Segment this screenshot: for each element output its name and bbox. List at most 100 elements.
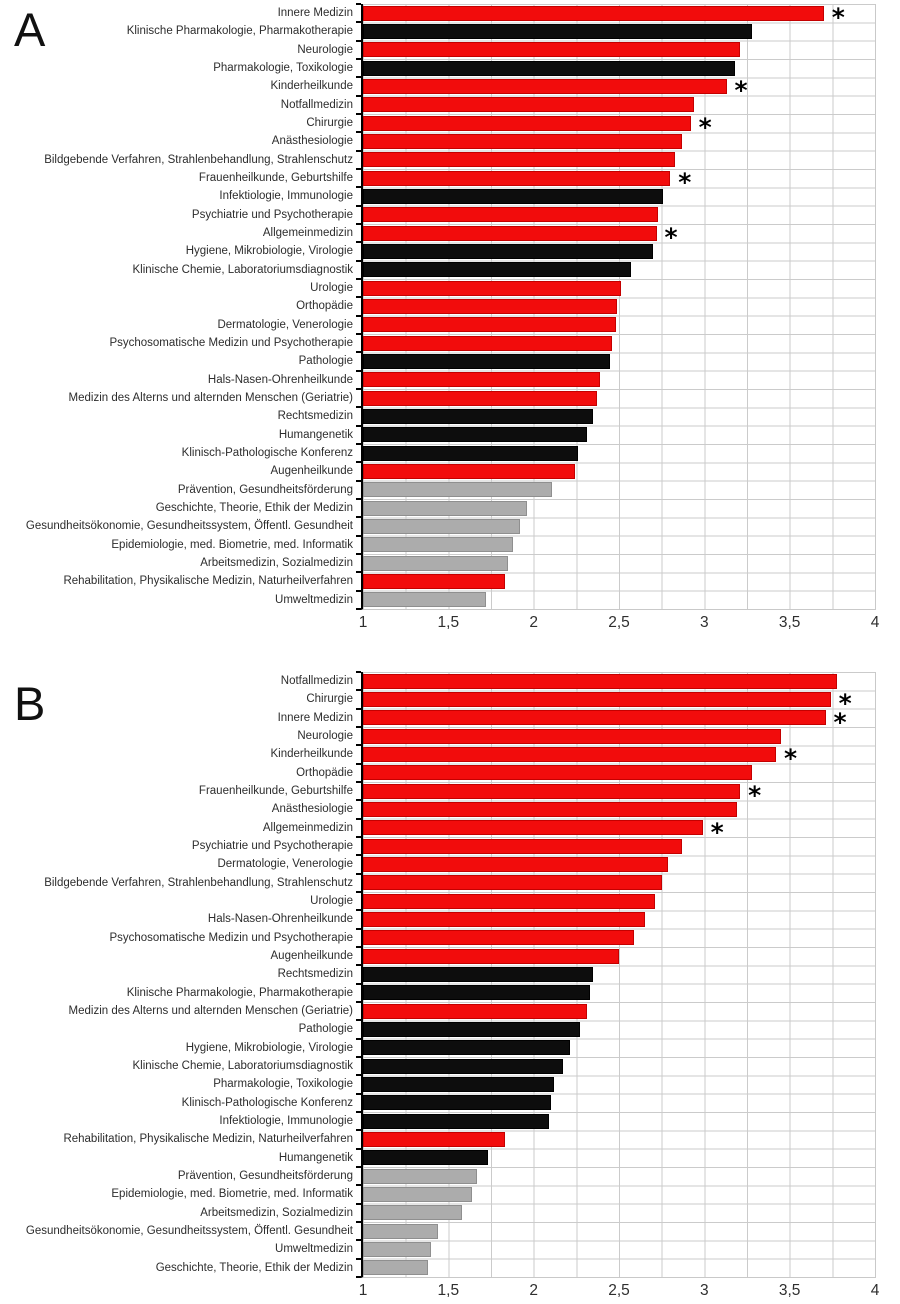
bar-red: [363, 1003, 587, 1019]
x-tick-label: 1,5: [437, 1281, 460, 1299]
bar-row: [356, 39, 875, 59]
category-label: Kinderheilkunde: [270, 80, 353, 93]
category-label: Notfallmedizin: [280, 675, 353, 687]
bar-row: [356, 670, 875, 690]
bar-row: [356, 799, 875, 818]
bar-red: [363, 783, 741, 799]
bar-row: [356, 131, 875, 150]
category-label: Rehabilitation, Physikalische Medizin, N…: [63, 575, 353, 588]
bar-black: [363, 1040, 570, 1056]
category-label: Allgemeinmedizin: [262, 821, 353, 834]
bar-row: [356, 1220, 875, 1240]
bar-black: [363, 1113, 550, 1129]
category-label: Pathologie: [298, 355, 353, 368]
bar-row: [356, 1092, 875, 1112]
category-label: Anästhesiologie: [271, 803, 353, 816]
bar-gray: [363, 1223, 439, 1239]
bar-red: [363, 280, 621, 296]
category-label: Hygiene, Mikrobiologie, Virologie: [185, 245, 353, 258]
category-label: Klinische Chemie, Laboratoriumsdiagnosti…: [132, 1059, 353, 1072]
bar-row: [356, 296, 875, 315]
bar-gray: [363, 537, 514, 553]
bar-black: [363, 262, 631, 278]
category-label: Klinisch-Pathologische Konferenz: [181, 1096, 353, 1109]
bar-row: *: [356, 689, 875, 716]
bar-row: [356, 241, 875, 260]
bar-black: [363, 60, 736, 76]
bar-gray: [363, 482, 553, 498]
bar-gray: [363, 518, 520, 534]
bar-row: *: [356, 707, 875, 735]
category-label: Infektiologie, Immunologie: [219, 190, 353, 203]
bar-black: [363, 1058, 563, 1074]
bar-row: [356, 1239, 875, 1258]
x-tick-label: 2: [529, 613, 538, 631]
category-label: Urologie: [310, 281, 353, 294]
bar-red: [363, 5, 824, 21]
category-label: Rehabilitation, Physikalische Medizin, N…: [63, 1133, 353, 1146]
bar-gray: [363, 592, 486, 608]
bar-black: [363, 966, 594, 982]
bar-black: [363, 445, 579, 461]
bar-chart-a: Innere Medizin Klinische Pharmakologie, P…: [0, 2, 900, 631]
bar-row: [356, 1202, 875, 1222]
category-label: Frauenheilkunde, Geburtshilfe: [198, 171, 353, 184]
category-label: Psychosomatische Medizin und Psychothera…: [109, 336, 353, 349]
bar-row: [356, 1055, 875, 1075]
bar-red: [363, 207, 659, 223]
category-labels-b: Notfallmedizin Chirurgie Innere Medizin Neu…: [0, 672, 361, 1277]
bar-red: [363, 42, 741, 58]
category-label: Gesundheitsökonomie, Gesundheitssystem, …: [25, 1224, 353, 1237]
bar-row: [356, 461, 875, 480]
category-label: Prävention, Gesundheitsförderung: [177, 1169, 353, 1182]
bar-row: [356, 854, 875, 873]
bar-red: [363, 225, 657, 241]
bar-red: [363, 948, 619, 964]
x-tick-label: 1: [358, 1281, 368, 1299]
category-label: Psychosomatische Medizin und Psychothera…: [109, 931, 353, 944]
category-label: Klinische Pharmakologie, Pharmakotherapi…: [126, 986, 353, 999]
x-tick-label: 3,5: [778, 1281, 801, 1299]
category-label: Geschichte, Theorie, Ethik der Medizin: [155, 1261, 353, 1274]
x-tick-label: 2,5: [608, 1281, 630, 1299]
bar-red: [363, 673, 838, 689]
category-label: Klinisch-Pathologische Konferenz: [181, 446, 353, 459]
bar-row: [356, 589, 875, 609]
bar-chart-b: Notfallmedizin Chirurgie Innere Medizin Neu…: [0, 670, 900, 1299]
category-label: Prävention, Gesundheitsförderung: [177, 483, 353, 496]
bar-row: [356, 1019, 875, 1038]
bar-row: [356, 872, 875, 892]
bar-row: *: [356, 167, 875, 195]
x-tick-label: 3: [700, 1281, 709, 1299]
bar-row: [356, 835, 875, 855]
bar-row: [356, 57, 875, 77]
bar-row: [356, 982, 875, 1002]
category-label: Medizin des Alterns und alternden Mensch…: [68, 391, 353, 404]
bar-red: [363, 317, 616, 333]
bar-red: [363, 691, 831, 707]
x-tick-label: 1: [358, 613, 368, 631]
bar-red: [363, 390, 597, 406]
bar-black: [363, 408, 594, 424]
panel-a-letter: A: [14, 3, 46, 56]
category-label: Neurologie: [297, 729, 353, 742]
category-label: Gesundheitsökonomie, Gesundheitssystem, …: [25, 520, 353, 533]
category-label: Dermatologie, Venerologie: [217, 858, 353, 871]
category-label: Klinische Chemie, Laboratoriumsdiagnosti…: [132, 263, 353, 276]
category-label: Notfallmedizin: [280, 98, 353, 111]
bar-red: [363, 133, 683, 149]
category-label: Medizin des Alterns und alternden Mensch…: [68, 1004, 353, 1017]
bar-row: [356, 1165, 875, 1185]
bar-row: [356, 1000, 875, 1020]
bar-red: [363, 1131, 505, 1147]
bar-black: [363, 353, 611, 369]
category-label: Psychiatrie und Psychotherapie: [191, 208, 353, 221]
bar-red: [363, 115, 691, 131]
bar-row: *: [356, 112, 875, 140]
category-label: Pharmakologie, Toxikologie: [213, 61, 353, 74]
category-label: Hals-Nasen-Ohrenheilkunde: [207, 373, 353, 386]
bar-row: [356, 442, 875, 462]
category-label: Rechtsmedizin: [277, 968, 353, 981]
bar-row: *: [356, 2, 875, 30]
bar-red: [363, 820, 703, 836]
